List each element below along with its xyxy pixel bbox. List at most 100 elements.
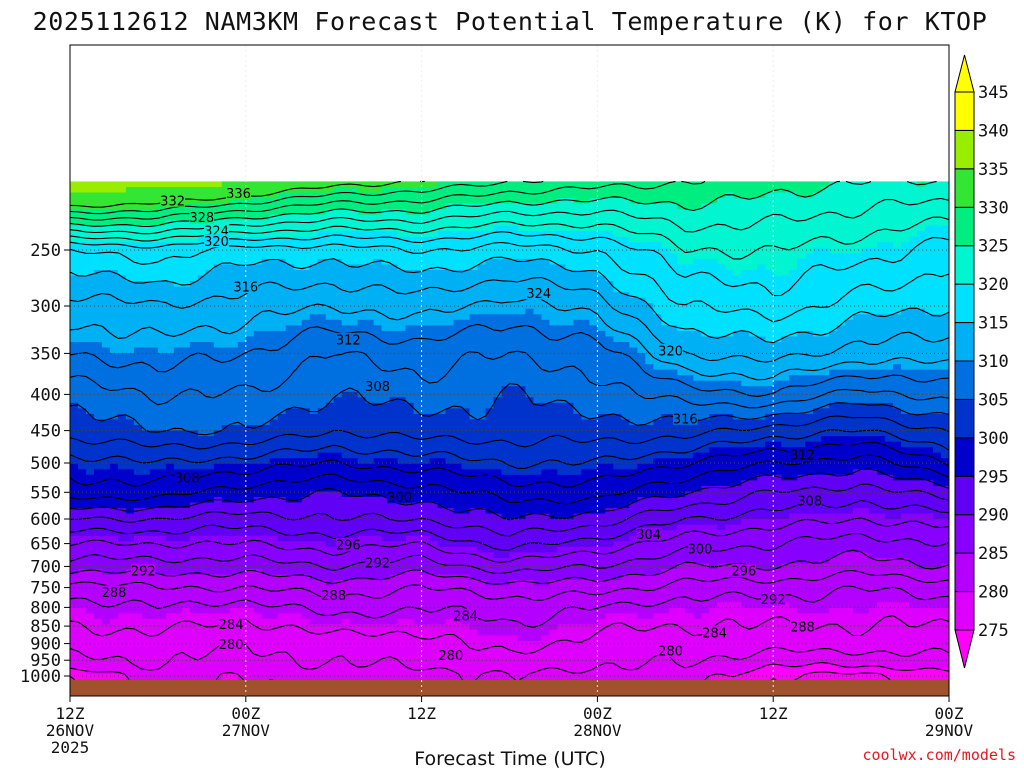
theta-cell: [597, 264, 606, 271]
theta-cell: [213, 203, 223, 210]
theta-cell: [349, 281, 359, 288]
theta-cell: [453, 198, 463, 205]
theta-cell: [429, 397, 439, 404]
theta-cell: [669, 231, 678, 238]
theta-cell: [573, 275, 583, 282]
theta-cell: [261, 275, 271, 282]
theta-cell: [677, 214, 686, 221]
theta-cell: [197, 231, 207, 238]
theta-cell: [773, 364, 782, 371]
theta-cell: [853, 402, 862, 410]
theta-cell: [573, 308, 583, 315]
theta-cell: [869, 225, 878, 232]
theta-cell: [173, 220, 183, 227]
theta-cell: [133, 203, 143, 210]
theta-cell: [549, 270, 559, 277]
theta-cell: [605, 341, 614, 349]
theta-cell: [245, 358, 255, 365]
theta-cell: [301, 253, 311, 260]
theta-cell: [181, 181, 191, 188]
theta-cell: [709, 358, 718, 365]
theta-cell: [229, 353, 239, 360]
theta-cell: [469, 242, 479, 249]
theta-cell: [477, 325, 487, 332]
theta-cell: [861, 231, 870, 238]
theta-cell: [829, 275, 838, 282]
theta-cell: [309, 319, 319, 326]
theta-cell: [741, 303, 750, 310]
theta-cell: [653, 308, 662, 315]
theta-cell: [853, 214, 862, 221]
theta-cell: [317, 270, 327, 277]
theta-cell: [765, 203, 774, 210]
theta-cell: [165, 253, 175, 260]
theta-cell: [789, 198, 798, 205]
theta-cell: [813, 281, 822, 288]
theta-cell: [501, 220, 511, 227]
theta-cell: [293, 203, 303, 210]
theta-cell: [109, 253, 119, 260]
theta-cell: [877, 297, 886, 304]
theta-cell: [893, 336, 902, 343]
theta-cell: [109, 314, 119, 321]
theta-cell: [509, 214, 519, 221]
theta-cell: [901, 242, 910, 249]
theta-cell: [277, 214, 287, 221]
theta-cell: [85, 325, 95, 332]
theta-cell: [125, 341, 135, 349]
theta-cell: [925, 408, 934, 415]
theta-cell: [597, 242, 606, 249]
theta-cell: [565, 303, 575, 310]
theta-cell: [909, 347, 918, 354]
theta-cell: [373, 391, 383, 398]
theta-cell: [253, 425, 263, 432]
theta-cell: [397, 297, 407, 304]
theta-cell: [189, 242, 199, 249]
theta-cell: [301, 308, 311, 315]
theta-cell: [917, 214, 926, 221]
theta-cell: [565, 192, 575, 199]
theta-cell: [917, 258, 926, 266]
theta-cell: [325, 308, 335, 315]
theta-cell: [141, 341, 151, 349]
theta-cell: [125, 292, 135, 299]
theta-cell: [533, 247, 543, 254]
theta-cell: [581, 425, 591, 432]
theta-cell: [605, 209, 614, 216]
theta-cell: [373, 425, 383, 432]
theta-cell: [357, 402, 367, 410]
theta-cell: [405, 325, 415, 332]
theta-cell: [629, 347, 638, 354]
theta-cell: [285, 386, 295, 393]
theta-cell: [709, 247, 718, 254]
theta-cell: [813, 270, 822, 277]
theta-cell: [109, 275, 119, 282]
theta-cell: [461, 341, 471, 349]
theta-cell: [829, 364, 838, 371]
theta-cell: [845, 408, 854, 415]
theta-cell: [389, 336, 399, 343]
theta-cell: [653, 386, 662, 393]
theta-cell: [853, 198, 862, 205]
theta-cell: [189, 336, 199, 343]
theta-cell: [373, 247, 383, 254]
theta-cell: [789, 353, 798, 360]
theta-cell: [109, 214, 119, 221]
theta-cell: [941, 192, 949, 199]
theta-cell: [725, 286, 734, 293]
theta-cell: [901, 236, 910, 243]
theta-cell: [421, 325, 431, 332]
theta-cell: [661, 214, 670, 221]
theta-cell: [597, 214, 606, 221]
theta-cell: [437, 297, 447, 304]
theta-cell: [421, 214, 431, 221]
theta-cell: [501, 186, 511, 194]
theta-cell: [461, 347, 471, 354]
theta-cell: [253, 247, 263, 254]
theta-cell: [853, 319, 862, 326]
theta-cell: [413, 242, 423, 249]
theta-cell: [597, 203, 606, 210]
theta-cell: [469, 247, 479, 254]
theta-cell: [733, 192, 742, 199]
